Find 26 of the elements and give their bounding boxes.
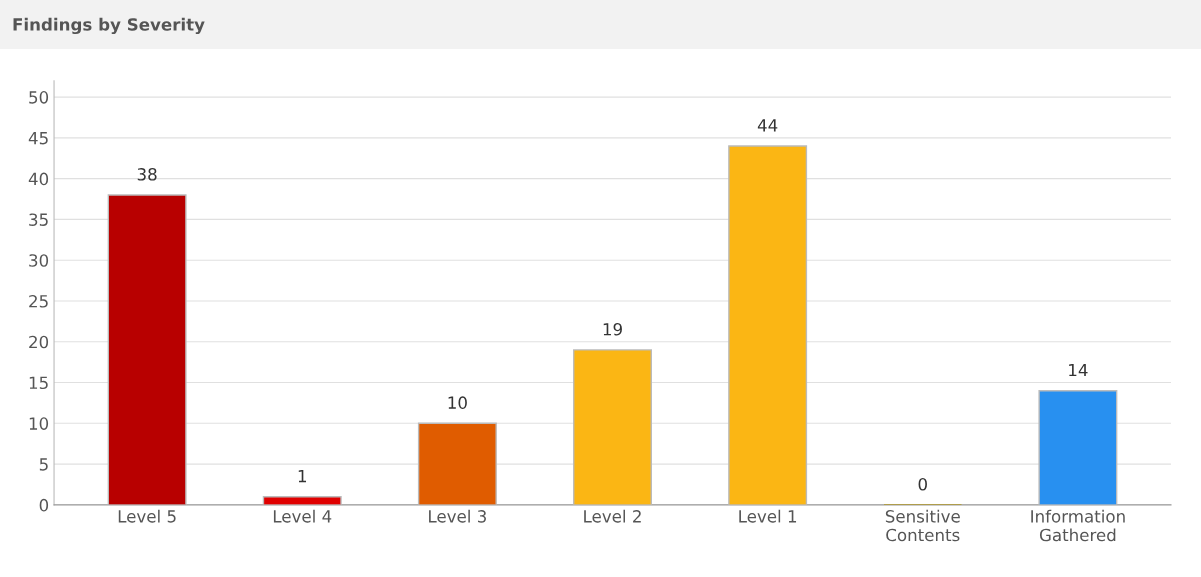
x-tick-label: Information Gathered: [1031, 509, 1125, 542]
y-tick-label: 40: [28, 172, 49, 186]
chart-title: Findings by Severity: [13, 17, 205, 35]
y-tick-label: 50: [29, 91, 49, 104]
y-tick-label: 35: [29, 213, 48, 226]
data-label: 19: [603, 322, 622, 336]
y-tick-label: 45: [28, 132, 48, 145]
y-tick-label: 0: [39, 498, 49, 512]
data-label: 44: [757, 119, 778, 132]
x-tick-label: Level 3: [429, 509, 486, 523]
y-tick-label: 10: [29, 417, 49, 430]
data-label: 0: [918, 477, 927, 491]
x-tick-label: Level 4: [273, 509, 332, 523]
x-tick-label: Level 1: [739, 509, 797, 523]
y-tick-label: 25: [29, 294, 48, 308]
data-label: 1: [298, 469, 307, 483]
data-label: 38: [137, 168, 157, 181]
x-tick-label: Level 2: [584, 509, 641, 523]
y-tick-label: 15: [29, 376, 48, 390]
y-tick-label: 30: [29, 254, 49, 267]
y-tick-label: 20: [29, 335, 49, 349]
x-tick-label: Level 5: [118, 509, 176, 523]
data-label: 14: [1069, 363, 1088, 377]
y-tick-label: 5: [39, 458, 48, 471]
x-tick-label: Sensitive Contents: [885, 509, 960, 542]
data-label: 10: [448, 396, 467, 409]
